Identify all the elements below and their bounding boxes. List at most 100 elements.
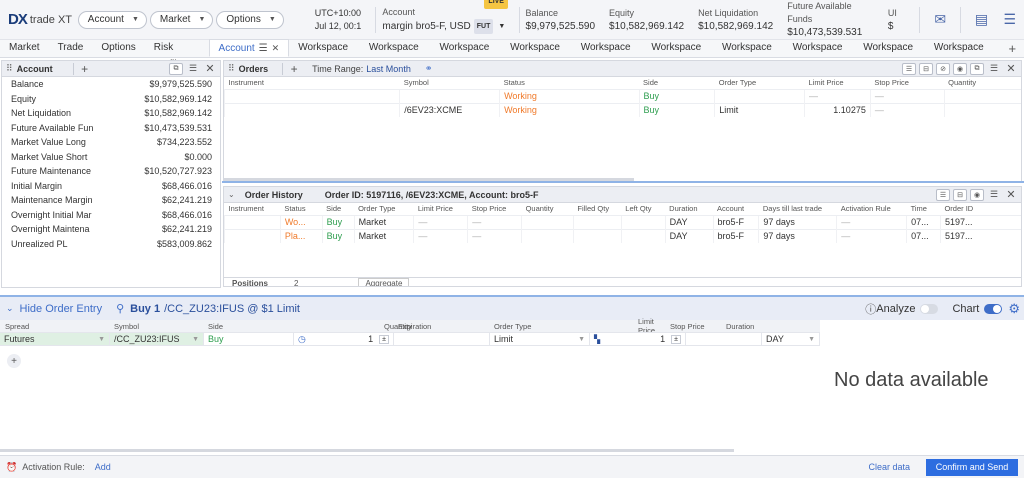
tab-workspace-1[interactable]: Workspace 1 bbox=[298, 42, 349, 70]
column-header[interactable]: Quantity bbox=[525, 204, 554, 214]
time-range-select[interactable]: Last Month bbox=[366, 63, 411, 74]
tab-workspace-4[interactable]: Workspace 4 bbox=[510, 42, 560, 70]
columns-icon[interactable]: ⊟ bbox=[953, 188, 967, 201]
tab-workspace-3[interactable]: Workspace 3 bbox=[439, 42, 490, 70]
order-type-select[interactable]: Limit ▼ bbox=[490, 332, 590, 346]
table-row[interactable]: Wo... Buy Market — — DAY bro5-F 97 days —07... 51… bbox=[224, 214, 1021, 229]
spread-select[interactable]: Futures ▼ bbox=[0, 332, 110, 346]
tab-workspace-8[interactable]: Workspace 8 bbox=[792, 42, 843, 70]
column-header[interactable]: Stop Price bbox=[874, 78, 909, 88]
gear-icon[interactable]: ⚙ bbox=[1008, 300, 1020, 316]
popout-icon[interactable]: ⧉ bbox=[970, 62, 984, 75]
tab-workspace-5[interactable]: Workspace 5 bbox=[580, 42, 631, 70]
column-header[interactable]: Status bbox=[503, 78, 525, 88]
column-header[interactable]: Account bbox=[717, 204, 745, 214]
hide-order-entry-button[interactable]: Hide Order Entry bbox=[19, 302, 103, 315]
collapse-icon[interactable]: ⌄ bbox=[228, 190, 235, 199]
tab-workspace-2[interactable]: Workspace 2 bbox=[368, 42, 419, 70]
layout-icon[interactable]: ▤ bbox=[974, 11, 989, 27]
tab-trade[interactable]: Trade bbox=[57, 42, 84, 53]
close-icon[interactable]: ✕ bbox=[1006, 189, 1016, 201]
close-icon[interactable]: ✕ bbox=[271, 43, 280, 53]
pin-icon[interactable]: ⚲ bbox=[116, 303, 125, 315]
options-menu-button[interactable]: Options ▼ bbox=[216, 10, 284, 29]
account-row: Maintenance Margin $62,241.219 bbox=[2, 193, 220, 208]
account-selector[interactable]: LIVE Account margin bro5-F, USD FUT ▼ bbox=[382, 0, 512, 34]
account-menu-button[interactable]: Account ▼ bbox=[77, 10, 147, 29]
tab-risk-profile[interactable]: Risk Profile bbox=[153, 42, 182, 70]
menu-icon[interactable]: ☰ bbox=[1003, 11, 1017, 27]
tab-workspace-6[interactable]: Workspace 6 bbox=[651, 42, 702, 70]
tab-account[interactable]: Account ☰ ✕ bbox=[208, 39, 290, 57]
column-header[interactable]: Stop Price bbox=[471, 204, 507, 214]
tab-workspace-7[interactable]: Workspace 7 bbox=[721, 42, 772, 70]
stop-price-input[interactable] bbox=[686, 332, 762, 346]
column-header[interactable]: Duration bbox=[669, 204, 698, 214]
column-header[interactable]: Time bbox=[910, 204, 927, 214]
tab-workspace-9[interactable]: Workspace 9 bbox=[863, 42, 914, 70]
tab-workspace-10[interactable]: Workspace 10 bbox=[933, 42, 984, 70]
stepper-icon[interactable]: ± bbox=[379, 334, 389, 344]
close-icon[interactable]: ✕ bbox=[1006, 63, 1016, 75]
columns-icon[interactable]: ⊟ bbox=[919, 62, 933, 75]
market-menu-button[interactable]: Market ▼ bbox=[149, 10, 214, 29]
column-header[interactable]: Filled Qty bbox=[577, 204, 610, 214]
table-row[interactable]: Working Buy — — bbox=[223, 88, 1021, 103]
stepper-icon[interactable]: ± bbox=[671, 334, 681, 344]
column-header[interactable]: Symbol bbox=[403, 78, 429, 88]
filter-icon[interactable]: ☰ bbox=[902, 62, 916, 75]
column-header[interactable]: Order Type bbox=[718, 78, 757, 88]
tab-options[interactable]: Options bbox=[101, 42, 136, 53]
column-header[interactable]: Side bbox=[643, 78, 659, 88]
drag-handle-icon[interactable]: ⠿ bbox=[6, 63, 13, 73]
view-icon[interactable]: ◉ bbox=[953, 62, 967, 75]
expiration-input[interactable] bbox=[394, 332, 490, 346]
column-header[interactable]: Instrument bbox=[228, 78, 264, 88]
confirm-and-send-button[interactable]: Confirm and Send bbox=[926, 458, 1018, 476]
time-range-label: Time Range: bbox=[312, 63, 364, 74]
clear-data-button[interactable]: Clear data bbox=[868, 462, 910, 472]
popout-icon[interactable]: ⧉ bbox=[169, 62, 183, 75]
side-select[interactable]: Buy bbox=[204, 332, 294, 346]
add-activation-rule-link[interactable]: Add bbox=[94, 462, 111, 472]
add-leg-icon[interactable]: + bbox=[7, 354, 21, 368]
column-header[interactable]: Limit Price bbox=[417, 204, 453, 214]
column-header[interactable]: Order ID bbox=[944, 204, 974, 214]
link-icon[interactable]: ⚭ bbox=[424, 63, 433, 73]
table-row[interactable]: /6EV23:XCME Working Buy Limit 1.10275— bbox=[223, 102, 1021, 117]
column-header[interactable]: Status bbox=[284, 204, 306, 214]
quantity-stepper[interactable]: ◷ 1 ± bbox=[294, 332, 394, 346]
drag-handle-icon[interactable]: ⠿ bbox=[228, 63, 235, 73]
add-tab-icon[interactable]: + bbox=[1008, 41, 1017, 56]
add-icon[interactable]: + bbox=[290, 61, 298, 76]
view-icon[interactable]: ◉ bbox=[970, 188, 984, 201]
column-header[interactable]: Order Type bbox=[358, 204, 396, 214]
analyze-toggle[interactable] bbox=[920, 303, 939, 314]
symbol-input[interactable]: /CC_ZU23:IFUS ▼ bbox=[110, 332, 204, 346]
column-header[interactable]: Quantity bbox=[948, 78, 977, 88]
duration-select[interactable]: DAY ▼ bbox=[762, 332, 820, 346]
chevron-down-icon[interactable]: ⌄ bbox=[6, 303, 14, 313]
column-header[interactable]: Instrument bbox=[228, 204, 264, 214]
tab-market[interactable]: Market bbox=[9, 42, 40, 53]
menu-icon[interactable]: ☰ bbox=[258, 43, 268, 54]
chart-toggle[interactable] bbox=[984, 303, 1003, 314]
menu-icon[interactable]: ☰ bbox=[188, 63, 198, 73]
cancel-order-icon[interactable]: ⊘ bbox=[936, 62, 950, 75]
column-header[interactable]: Limit Price bbox=[808, 78, 844, 88]
mail-icon[interactable]: ✉ bbox=[934, 11, 947, 27]
positions-aggregate-tab[interactable]: Aggregate bbox=[358, 278, 410, 286]
menu-icon[interactable]: ☰ bbox=[989, 189, 999, 199]
column-header[interactable]: Days till last trade bbox=[762, 204, 823, 214]
filter-icon[interactable]: ☰ bbox=[936, 188, 950, 201]
add-icon[interactable]: + bbox=[81, 61, 89, 76]
table-row[interactable]: Pla... Buy Market — — DAY bro5-F 97 days —07... 5… bbox=[224, 228, 1021, 243]
column-header[interactable]: Side bbox=[326, 204, 342, 214]
column-header[interactable]: Left Qty bbox=[625, 204, 652, 214]
column-header[interactable]: Activation Rule bbox=[840, 204, 891, 214]
limit-price-stepper[interactable]: ▚ 1 ± bbox=[590, 332, 686, 346]
close-icon[interactable]: ✕ bbox=[205, 63, 215, 75]
horizontal-scrollbar[interactable] bbox=[224, 178, 634, 181]
horizontal-scrollbar[interactable] bbox=[0, 449, 734, 452]
menu-icon[interactable]: ☰ bbox=[989, 63, 999, 73]
